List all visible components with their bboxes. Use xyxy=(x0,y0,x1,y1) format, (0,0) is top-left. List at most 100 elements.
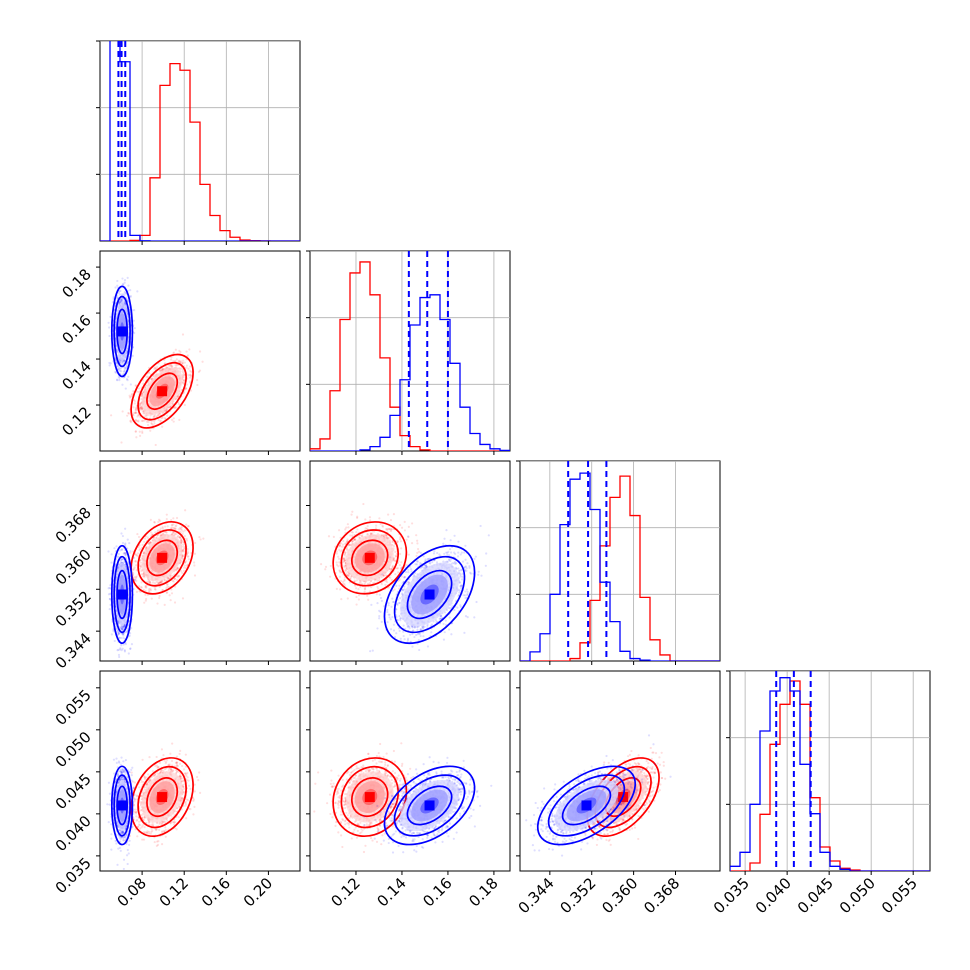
sample-point xyxy=(133,402,137,405)
sample-point xyxy=(112,628,115,631)
sample-point xyxy=(179,531,182,534)
sample-point xyxy=(182,382,185,385)
sample-point xyxy=(139,547,142,551)
sample-point xyxy=(173,360,177,363)
sample-point xyxy=(170,365,173,368)
sample-point xyxy=(178,360,182,363)
sample-point xyxy=(107,550,110,553)
sample-point xyxy=(169,405,172,409)
sample-point xyxy=(145,413,148,416)
sample-point xyxy=(124,542,127,545)
sample-point xyxy=(153,520,156,524)
sample-point xyxy=(127,284,130,287)
sample-point xyxy=(163,525,167,528)
sample-point xyxy=(169,599,172,602)
sample-point xyxy=(128,394,131,397)
sample-point xyxy=(153,422,156,425)
sample-point xyxy=(171,526,174,529)
sample-point xyxy=(189,369,192,372)
sample-point xyxy=(128,542,131,545)
sample-point xyxy=(139,561,143,564)
sample-point xyxy=(141,575,145,578)
sample-point xyxy=(138,402,142,405)
sample-point xyxy=(110,561,113,564)
sample-point xyxy=(162,532,165,535)
sample-point xyxy=(162,533,165,536)
sample-point xyxy=(134,559,137,563)
sample-point xyxy=(181,361,184,364)
sample-point xyxy=(144,584,147,588)
sample-point xyxy=(113,547,116,550)
sample-point xyxy=(153,521,156,524)
sample-point xyxy=(158,581,161,584)
sample-point xyxy=(129,647,132,650)
contour-blue xyxy=(110,285,134,378)
sample-point xyxy=(123,279,127,282)
sample-point xyxy=(121,298,124,301)
sample-point xyxy=(138,549,141,552)
sample-point xyxy=(189,373,192,376)
sample-point xyxy=(179,560,183,563)
sample-point xyxy=(141,419,144,422)
sample-point xyxy=(112,630,115,633)
sample-point xyxy=(139,406,142,409)
sample-point xyxy=(129,550,132,553)
sample-point xyxy=(172,523,175,526)
sample-point xyxy=(154,366,157,370)
sample-point xyxy=(154,588,157,591)
sample-point xyxy=(121,632,125,636)
sample-point xyxy=(162,411,166,414)
sample-point xyxy=(134,560,137,563)
panel-1-1 xyxy=(310,251,510,451)
sample-point xyxy=(179,536,182,539)
sample-point xyxy=(154,531,157,534)
sample-point xyxy=(148,542,151,545)
sample-point xyxy=(120,644,123,647)
sample-point xyxy=(118,359,121,362)
sample-point xyxy=(129,632,132,635)
sample-point xyxy=(146,375,149,378)
sample-point xyxy=(147,580,150,584)
sample-point xyxy=(127,652,130,655)
sample-point xyxy=(184,509,187,512)
sample-point xyxy=(134,419,137,422)
sample-point xyxy=(115,361,118,364)
sample-point xyxy=(150,377,153,380)
sample-point xyxy=(133,411,137,414)
sample-point xyxy=(182,548,185,552)
sample-point xyxy=(124,551,127,555)
sample-point xyxy=(175,364,179,367)
sample-point xyxy=(167,364,171,367)
sample-point xyxy=(171,579,174,582)
sample-point xyxy=(152,537,155,540)
sample-point xyxy=(161,588,164,592)
sample-point xyxy=(118,360,122,363)
sample-point xyxy=(136,554,139,557)
sample-point xyxy=(149,581,152,584)
sample-point xyxy=(188,365,192,368)
sample-point xyxy=(175,569,178,572)
sample-point xyxy=(139,559,142,562)
sample-point xyxy=(159,527,162,530)
sample-point xyxy=(174,363,177,367)
sample-point xyxy=(145,597,148,601)
sample-point xyxy=(179,536,182,539)
sample-point xyxy=(116,279,119,283)
sample-point xyxy=(120,363,123,366)
sample-point xyxy=(130,393,133,396)
sample-point xyxy=(172,417,175,420)
sample-point xyxy=(175,578,179,582)
sample-point xyxy=(110,553,113,556)
sample-point xyxy=(137,390,140,394)
sample-point xyxy=(124,554,127,557)
sample-point xyxy=(202,537,205,540)
sample-point xyxy=(150,597,153,600)
sample-point xyxy=(145,586,148,589)
sample-point xyxy=(151,539,154,542)
sample-point xyxy=(173,601,177,604)
sample-point xyxy=(120,532,123,535)
sample-point xyxy=(147,541,151,544)
sample-point xyxy=(165,586,168,590)
sample-point xyxy=(109,315,112,318)
sample-point xyxy=(123,366,126,369)
